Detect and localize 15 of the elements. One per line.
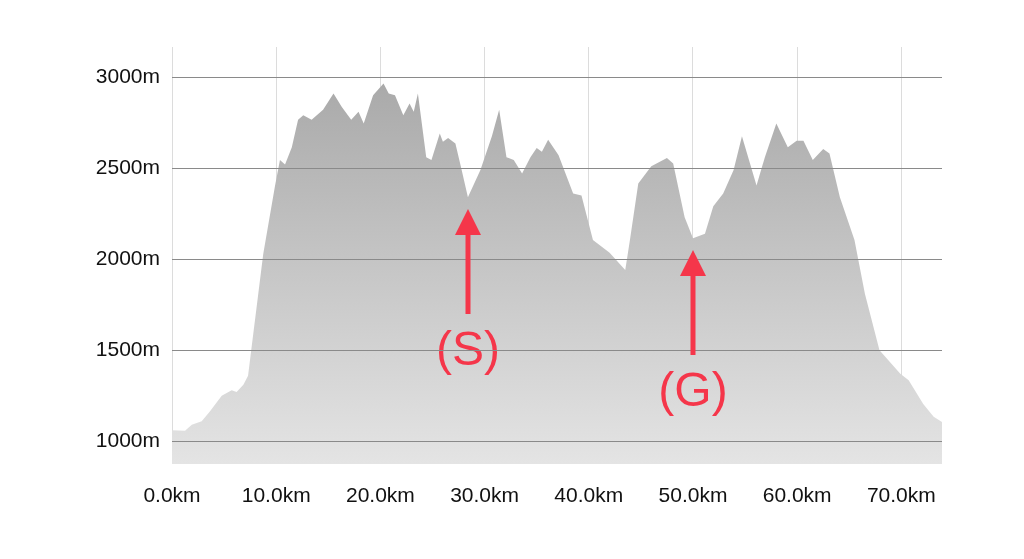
x-tick-label: 20.0km [345, 483, 415, 507]
annotation: (S) [435, 322, 500, 376]
x-tick-label: 30.0km [450, 483, 520, 507]
x-tick-label: 70.0km [866, 483, 936, 507]
x-tick-label: 60.0km [762, 483, 832, 507]
y-tick-label: 3000m [95, 63, 160, 87]
annotation: (G) [658, 363, 728, 417]
y-tick-label: 2000m [95, 245, 160, 269]
x-tick-label: 0.0km [143, 483, 201, 507]
y-tick-label: 1500m [95, 336, 160, 360]
x-tick-label: 50.0km [658, 483, 728, 507]
y-tick-label: 1000m [95, 428, 160, 452]
y-tick-label: 2500m [95, 154, 160, 178]
x-tick-label: 10.0km [241, 483, 311, 507]
x-tick-label: 40.0km [554, 483, 624, 507]
